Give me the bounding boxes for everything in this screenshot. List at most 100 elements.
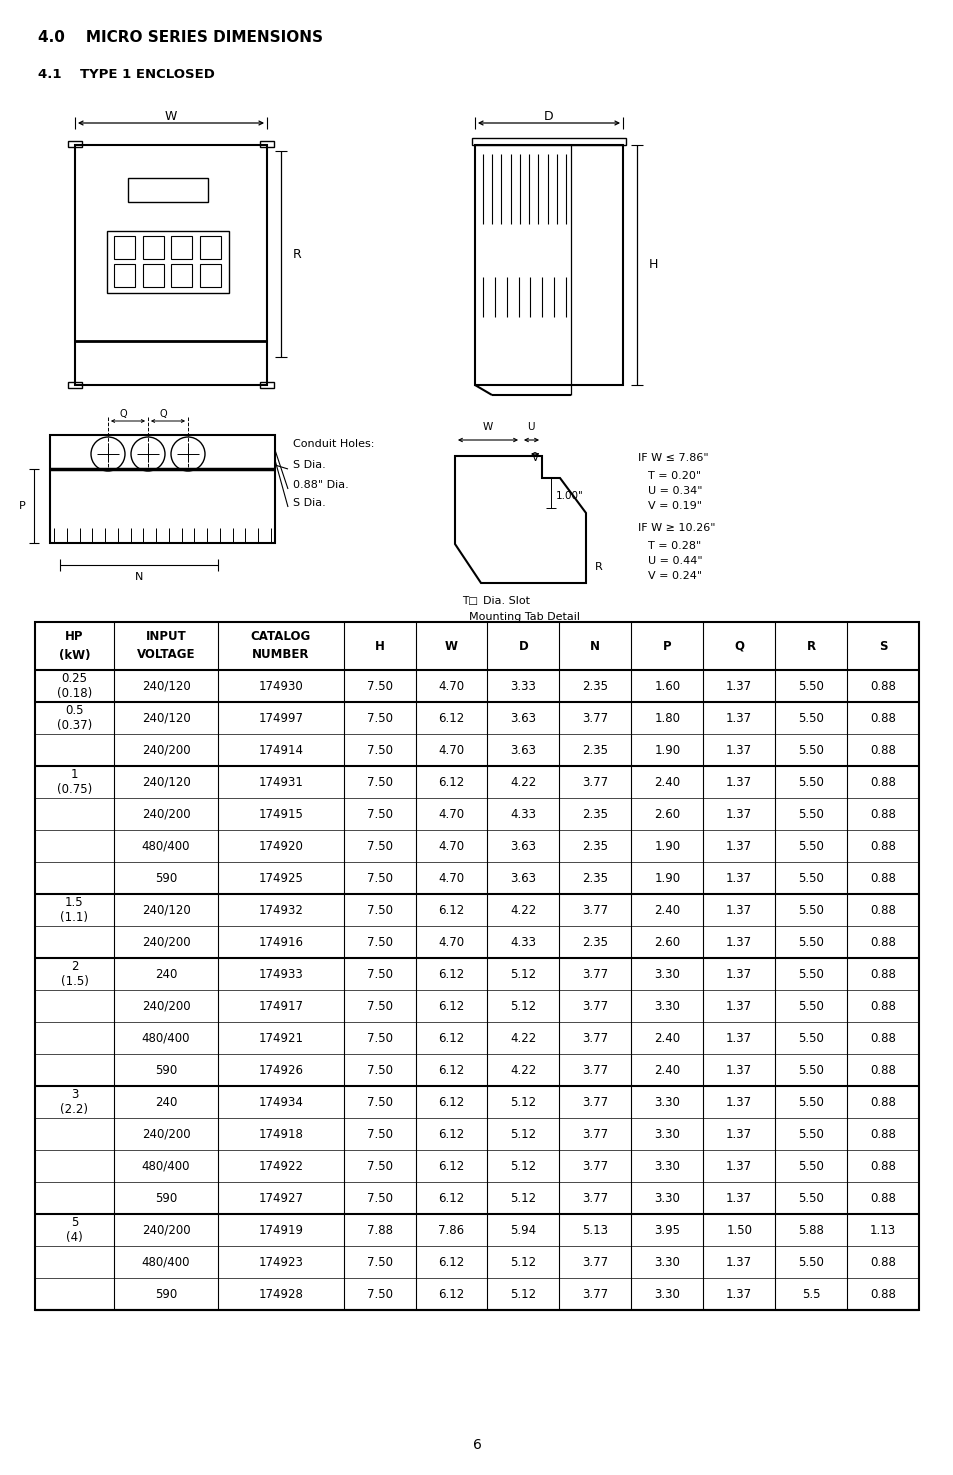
Text: 1.37: 1.37 bbox=[725, 1096, 752, 1109]
Text: W: W bbox=[444, 640, 457, 652]
Text: 1.90: 1.90 bbox=[654, 872, 679, 885]
Bar bbox=[171, 236, 192, 260]
Text: 1.00": 1.00" bbox=[556, 491, 583, 502]
Text: 0.88: 0.88 bbox=[869, 872, 895, 885]
Text: INPUT: INPUT bbox=[146, 630, 186, 643]
Text: 0.88: 0.88 bbox=[869, 807, 895, 820]
Bar bbox=[75, 145, 267, 385]
Text: 2.35: 2.35 bbox=[581, 839, 608, 853]
Text: 5.50: 5.50 bbox=[798, 1127, 823, 1140]
Text: 590: 590 bbox=[154, 1063, 177, 1077]
Text: 6.12: 6.12 bbox=[437, 1000, 464, 1012]
Text: 7.50: 7.50 bbox=[366, 872, 392, 885]
Text: 174917: 174917 bbox=[258, 1000, 303, 1012]
Text: 0.88: 0.88 bbox=[869, 1063, 895, 1077]
Text: 5.88: 5.88 bbox=[798, 1223, 823, 1236]
Text: 1.37: 1.37 bbox=[725, 711, 752, 724]
Text: 3.63: 3.63 bbox=[510, 839, 536, 853]
Bar bbox=[475, 145, 622, 385]
Text: 1.5: 1.5 bbox=[65, 895, 84, 909]
Text: 3.63: 3.63 bbox=[510, 711, 536, 724]
Text: 7.50: 7.50 bbox=[366, 711, 392, 724]
Text: 3.30: 3.30 bbox=[654, 1255, 679, 1268]
Text: 5.50: 5.50 bbox=[798, 904, 823, 916]
Text: 5.12: 5.12 bbox=[510, 1000, 536, 1012]
Text: 6.12: 6.12 bbox=[437, 1031, 464, 1044]
Text: 174914: 174914 bbox=[258, 743, 303, 757]
Text: 2.35: 2.35 bbox=[581, 872, 608, 885]
Text: S Dia.: S Dia. bbox=[293, 460, 325, 471]
Text: (0.37): (0.37) bbox=[57, 720, 92, 733]
Text: T□: T□ bbox=[461, 596, 477, 606]
Text: 174915: 174915 bbox=[258, 807, 303, 820]
Text: 174928: 174928 bbox=[258, 1288, 303, 1301]
Text: 240/200: 240/200 bbox=[142, 935, 191, 948]
Text: 5.12: 5.12 bbox=[510, 1255, 536, 1268]
Text: 1.37: 1.37 bbox=[725, 807, 752, 820]
Text: 2.40: 2.40 bbox=[654, 904, 679, 916]
Text: 3.63: 3.63 bbox=[510, 743, 536, 757]
Text: 4.1    TYPE 1 ENCLOSED: 4.1 TYPE 1 ENCLOSED bbox=[38, 68, 214, 81]
Bar bbox=[200, 264, 221, 288]
Text: 240/200: 240/200 bbox=[142, 1127, 191, 1140]
Text: 1.37: 1.37 bbox=[725, 1031, 752, 1044]
Text: 7.50: 7.50 bbox=[366, 1159, 392, 1173]
Text: 1.37: 1.37 bbox=[725, 1288, 752, 1301]
Text: 240/120: 240/120 bbox=[142, 680, 191, 692]
Text: 4.22: 4.22 bbox=[510, 904, 536, 916]
Text: 7.50: 7.50 bbox=[366, 680, 392, 692]
Text: 4.0    MICRO SERIES DIMENSIONS: 4.0 MICRO SERIES DIMENSIONS bbox=[38, 30, 323, 46]
Text: 174919: 174919 bbox=[258, 1223, 303, 1236]
Text: 7.50: 7.50 bbox=[366, 1288, 392, 1301]
Text: 5.12: 5.12 bbox=[510, 1288, 536, 1301]
Text: 1: 1 bbox=[71, 767, 78, 780]
Text: 7.50: 7.50 bbox=[366, 743, 392, 757]
Bar bbox=[143, 236, 164, 260]
Text: 5.50: 5.50 bbox=[798, 743, 823, 757]
Text: 6.12: 6.12 bbox=[437, 1288, 464, 1301]
Text: 3.77: 3.77 bbox=[581, 1000, 608, 1012]
Text: 0.88: 0.88 bbox=[869, 1127, 895, 1140]
Text: VOLTAGE: VOLTAGE bbox=[136, 649, 195, 661]
Text: 174997: 174997 bbox=[258, 711, 303, 724]
Bar bbox=[128, 178, 208, 202]
Text: 7.50: 7.50 bbox=[366, 839, 392, 853]
Text: V: V bbox=[531, 453, 538, 463]
Text: 3.77: 3.77 bbox=[581, 1127, 608, 1140]
Text: 0.88: 0.88 bbox=[869, 1159, 895, 1173]
Text: W: W bbox=[482, 422, 493, 432]
Text: 6.12: 6.12 bbox=[437, 1192, 464, 1205]
Text: 240/200: 240/200 bbox=[142, 1000, 191, 1012]
Text: 480/400: 480/400 bbox=[142, 1031, 191, 1044]
Text: 2.35: 2.35 bbox=[581, 935, 608, 948]
Text: 7.50: 7.50 bbox=[366, 1192, 392, 1205]
Text: 7.50: 7.50 bbox=[366, 1096, 392, 1109]
Text: 5.50: 5.50 bbox=[798, 839, 823, 853]
Text: V = 0.19": V = 0.19" bbox=[647, 502, 701, 510]
Text: N: N bbox=[134, 572, 143, 583]
Text: 174925: 174925 bbox=[258, 872, 303, 885]
Text: 480/400: 480/400 bbox=[142, 839, 191, 853]
Text: U = 0.34": U = 0.34" bbox=[647, 485, 701, 496]
Text: U: U bbox=[527, 422, 535, 432]
Text: 3.30: 3.30 bbox=[654, 1192, 679, 1205]
Text: 0.88: 0.88 bbox=[869, 1000, 895, 1012]
Text: S: S bbox=[878, 640, 886, 652]
Text: H: H bbox=[648, 258, 658, 271]
Text: D: D bbox=[543, 111, 554, 124]
Text: 5.50: 5.50 bbox=[798, 1255, 823, 1268]
Bar bbox=[472, 139, 625, 145]
Text: 1.37: 1.37 bbox=[725, 1255, 752, 1268]
Text: Q: Q bbox=[734, 640, 743, 652]
Text: 0.88: 0.88 bbox=[869, 680, 895, 692]
Text: 7.50: 7.50 bbox=[366, 1000, 392, 1012]
Text: 5.94: 5.94 bbox=[510, 1223, 536, 1236]
Text: 6.12: 6.12 bbox=[437, 968, 464, 981]
Text: 3.77: 3.77 bbox=[581, 776, 608, 789]
Text: H: H bbox=[375, 640, 384, 652]
Text: 7.50: 7.50 bbox=[366, 807, 392, 820]
Text: P: P bbox=[19, 502, 26, 510]
Text: 3.77: 3.77 bbox=[581, 711, 608, 724]
Text: 1.80: 1.80 bbox=[654, 711, 679, 724]
Bar bbox=[113, 264, 135, 288]
